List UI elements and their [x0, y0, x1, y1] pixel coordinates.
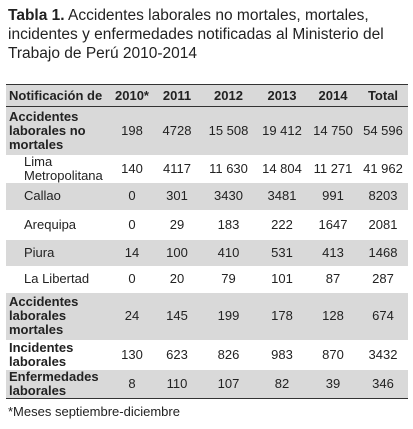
table-row: Enfermedades laborales 8 110 107 82 39 346 — [6, 369, 408, 399]
row-label: Enfermedades laborales — [6, 369, 111, 399]
cell: 3481 — [256, 182, 308, 210]
cell: 145 — [153, 292, 201, 340]
row-label: Callao — [6, 182, 111, 210]
table-row: Accidentes laborales no mortales 198 4728 1… — [6, 106, 408, 155]
cell: 1468 — [358, 239, 408, 266]
row-label: La Libertad — [24, 271, 90, 286]
cell: 14 750 — [308, 106, 358, 155]
title-label: Tabla 1. — [8, 7, 65, 24]
row-label: Accidentes laborales no mortales — [6, 106, 111, 155]
cell: 29 — [169, 216, 185, 232]
cell: 410 — [201, 239, 256, 266]
cell: 20 — [169, 271, 185, 286]
cell: 531 — [256, 239, 308, 266]
cell: 2081 — [368, 216, 398, 232]
cell: 15 508 — [201, 106, 256, 155]
table-row: Lima Metropolitana 140 4117 11 630 14 804 11 … — [6, 153, 408, 183]
header-cell: 2013 — [256, 84, 308, 107]
title-text: Accidentes laborales no mortales, mortal… — [8, 7, 384, 62]
cell: 222 — [271, 216, 293, 232]
cell: 199 — [201, 292, 256, 340]
cell: 87 — [325, 271, 341, 286]
cell: 110 — [153, 369, 201, 399]
row-label: Piura — [6, 239, 111, 266]
cell: 130 — [121, 346, 143, 362]
table-row: Arequipa 0 29 183 222 1647 2081 — [6, 210, 408, 240]
table-row: Callao 0 301 3430 3481 991 8203 — [6, 182, 408, 210]
footnote: *Meses septiembre-diciembre — [8, 404, 180, 419]
header-cell: 2010* — [111, 84, 153, 107]
header-cell: 2014 — [308, 84, 358, 107]
table-row: Piura 14 100 410 531 413 1468 — [6, 239, 408, 266]
table-row: Incidentes laborales 130 623 826 983 870 3432 — [6, 340, 408, 370]
header-cell: 2011 — [153, 84, 201, 107]
cell: 8203 — [358, 182, 408, 210]
cell: 991 — [308, 182, 358, 210]
cell: 4728 — [153, 106, 201, 155]
cell: 140 — [121, 160, 143, 176]
table-body: Accidentes laborales no mortales 198 4728 1… — [6, 106, 408, 399]
table: Notificación de 2010* 2011 2012 2013 2014 Tota… — [6, 84, 408, 399]
row-label: Accidentes laborales mortales — [6, 292, 111, 340]
header-cell: 2012 — [201, 84, 256, 107]
row-label: Lima Metropolitana — [24, 153, 103, 183]
cell: 39 — [308, 369, 358, 399]
cell: 413 — [308, 239, 358, 266]
cell: 346 — [358, 369, 408, 399]
table-title: Tabla 1. Accidentes laborales no mortale… — [8, 6, 408, 63]
cell: 128 — [308, 292, 358, 340]
cell: 674 — [358, 292, 408, 340]
cell: 101 — [271, 271, 293, 286]
cell: 178 — [256, 292, 308, 340]
cell: 623 — [166, 346, 188, 362]
cell: 301 — [153, 182, 201, 210]
cell: 198 — [111, 106, 153, 155]
cell: 11 271 — [313, 160, 353, 176]
cell: 100 — [153, 239, 201, 266]
cell: 41 962 — [363, 160, 403, 176]
row-label: Arequipa — [24, 216, 77, 232]
cell: 183 — [217, 216, 240, 232]
cell: 19 412 — [256, 106, 308, 155]
cell: 107 — [201, 369, 256, 399]
cell: 0 — [128, 216, 136, 232]
cell: 14 — [111, 239, 153, 266]
row-label: Incidentes laborales — [9, 339, 74, 369]
cell: 3430 — [201, 182, 256, 210]
cell: 983 — [271, 346, 293, 362]
cell: 79 — [221, 271, 236, 286]
cell: 0 — [128, 271, 136, 286]
cell: 82 — [256, 369, 308, 399]
cell: 1647 — [318, 216, 348, 232]
header-row: Notificación de 2010* 2011 2012 2013 2014 Tota… — [6, 84, 408, 107]
table-row: La Libertad 0 20 79 101 87 287 — [6, 266, 408, 293]
header-cell: Notificación de — [6, 84, 111, 107]
cell: 8 — [111, 369, 153, 399]
cell: 287 — [372, 271, 394, 286]
cell: 3432 — [368, 346, 398, 362]
cell: 14 804 — [262, 160, 302, 176]
cell: 826 — [217, 346, 240, 362]
cell: 870 — [322, 346, 344, 362]
cell: 4117 — [163, 160, 191, 176]
header-cell: Total — [358, 84, 408, 107]
cell: 11 630 — [209, 160, 248, 176]
cell: 54 596 — [358, 106, 408, 155]
cell: 0 — [111, 182, 153, 210]
cell: 24 — [111, 292, 153, 340]
table-row: Accidentes laborales mortales 24 145 199 178… — [6, 292, 408, 340]
